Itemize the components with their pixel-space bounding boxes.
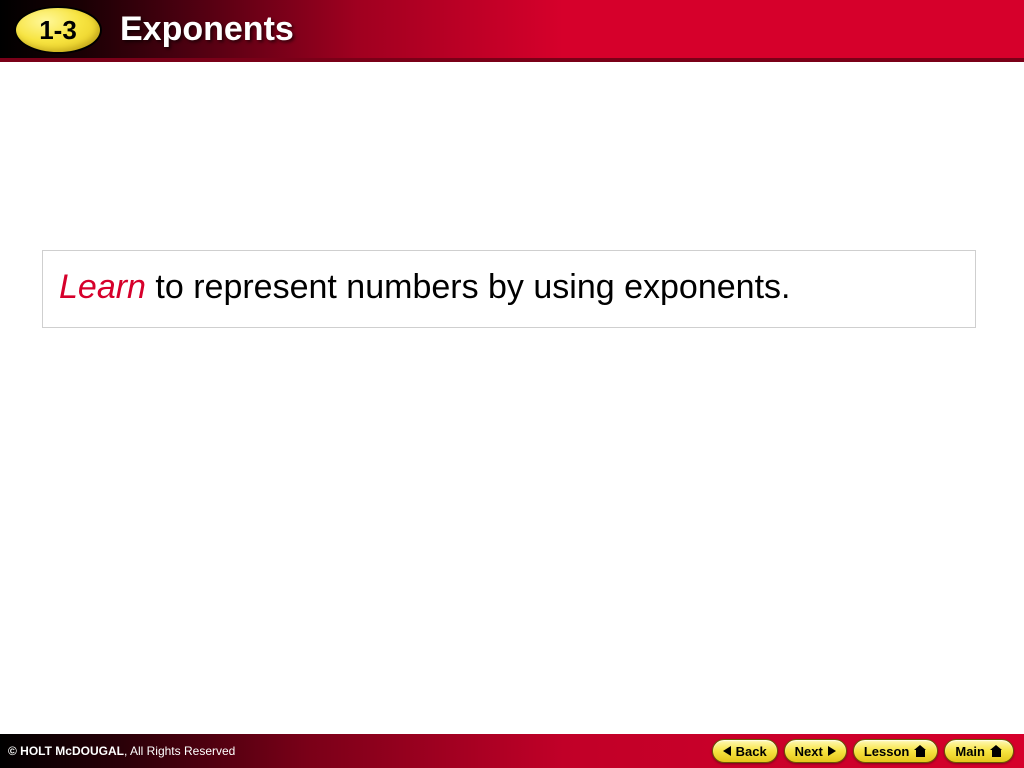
copyright-text: © HOLT McDOUGAL, All Rights Reserved <box>8 744 235 758</box>
lesson-number-text: 1-3 <box>39 15 77 46</box>
footer-bar: © HOLT McDOUGAL, All Rights Reserved Bac… <box>0 734 1024 768</box>
back-button[interactable]: Back <box>712 739 778 763</box>
footer-nav: Back Next Lesson Main <box>712 739 1014 763</box>
page-title: Exponents <box>120 10 294 49</box>
home-icon <box>914 745 927 757</box>
arrow-left-icon <box>723 746 731 756</box>
home-icon <box>990 745 1003 757</box>
next-button-label: Next <box>795 744 823 759</box>
main-button[interactable]: Main <box>944 739 1014 763</box>
copyright-brand: © HOLT McDOUGAL <box>8 744 124 758</box>
content-area: Learn to represent numbers by using expo… <box>0 66 1024 734</box>
main-button-label: Main <box>955 744 985 759</box>
header-bar: 1-3 Exponents <box>0 0 1024 62</box>
next-button[interactable]: Next <box>784 739 847 763</box>
arrow-right-icon <box>828 746 836 756</box>
learn-objective-text: to represent numbers by using exponents. <box>146 268 791 306</box>
lesson-button[interactable]: Lesson <box>853 739 939 763</box>
learn-word: Learn <box>59 268 146 306</box>
lesson-button-label: Lesson <box>864 744 910 759</box>
copyright-rest: , All Rights Reserved <box>124 744 235 758</box>
lesson-number-badge: 1-3 <box>14 6 102 54</box>
learn-objective-box: Learn to represent numbers by using expo… <box>42 250 976 328</box>
back-button-label: Back <box>736 744 767 759</box>
